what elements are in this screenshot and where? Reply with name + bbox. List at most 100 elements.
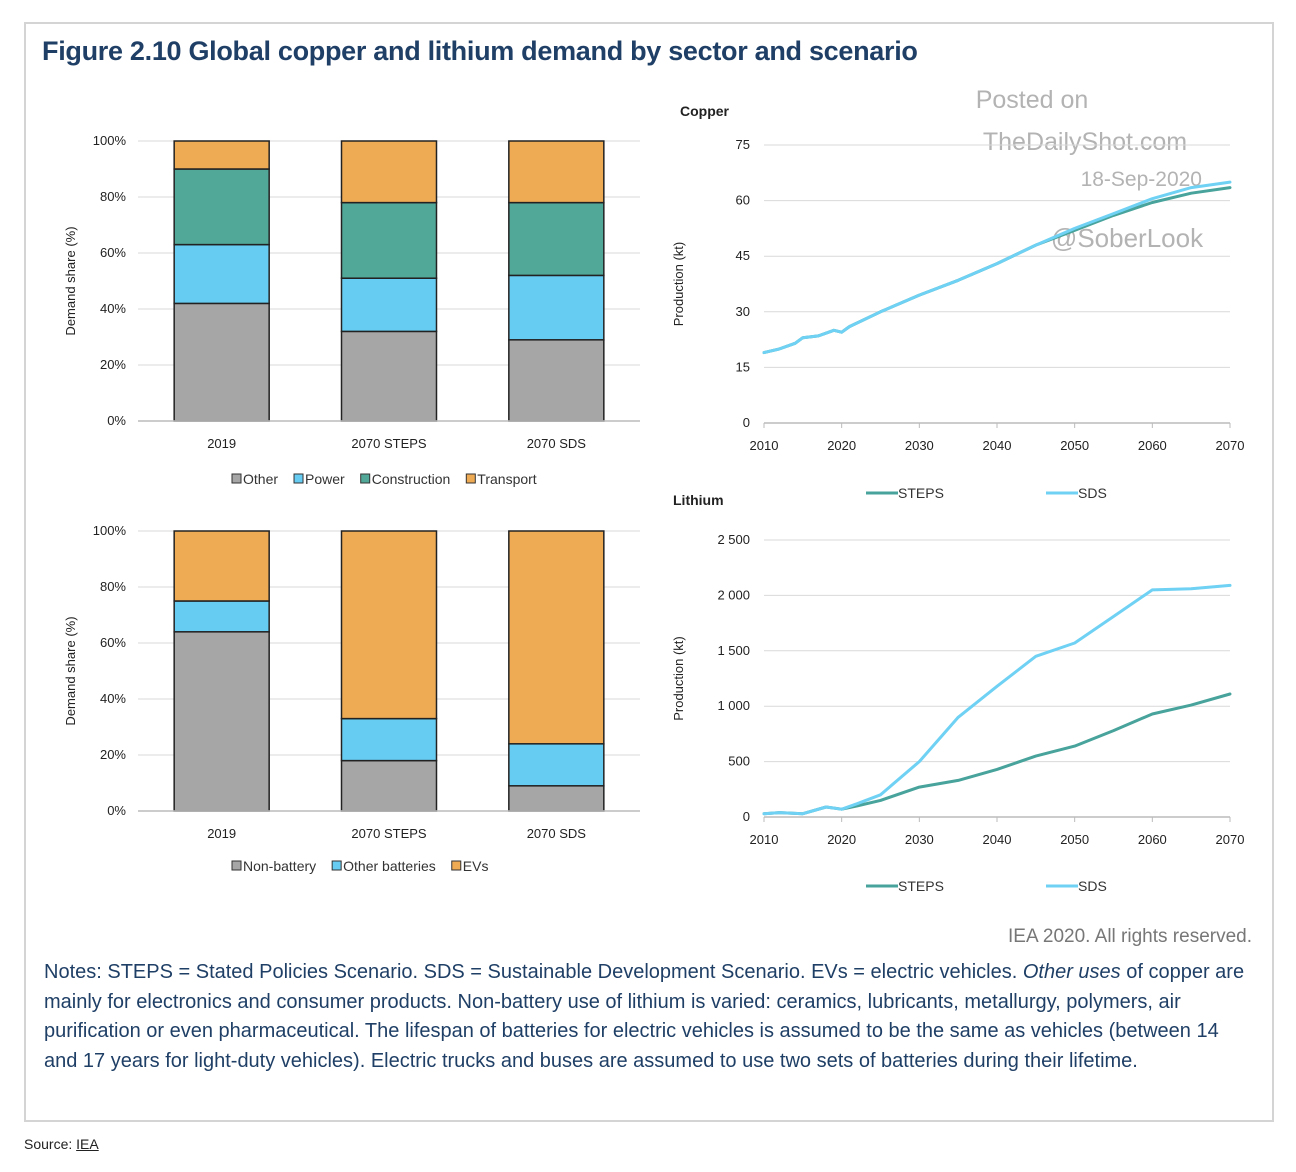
- copper-production-xtick-label: 2040: [983, 438, 1012, 453]
- lithium-production-xtick-label: 2010: [750, 832, 779, 847]
- lithium-production-xtick-label: 2060: [1138, 832, 1167, 847]
- copper-share-bar-other-2070-sds: [508, 339, 605, 422]
- copper-share-bar-construction-2070-steps: [340, 201, 438, 279]
- lithium-share-ytick-label: 100%: [93, 523, 127, 538]
- copper-production-xtick-label: 2070: [1216, 438, 1245, 453]
- copper-production-line-steps: [762, 186, 1232, 355]
- copper-share-ytick-label: 80%: [100, 189, 126, 204]
- legend-label-sds: SDS: [1078, 485, 1107, 501]
- legend-swatch-non-battery: [231, 860, 242, 871]
- copper-share-ytick-label: 40%: [100, 301, 126, 316]
- lithium-share-bar-other-batteries-2019: [173, 600, 270, 633]
- copper-share-bar-power-2070-steps: [340, 277, 438, 333]
- copper-share-legend: Other Power Construction Transport: [231, 471, 537, 487]
- lithium-production-ytick-label: 2 000: [717, 587, 750, 602]
- copper-production-ytick-label: 0: [743, 415, 750, 430]
- lithium-share-ytick-label: 0%: [107, 803, 126, 818]
- copper-share-xtick-label: 2070 SDS: [527, 436, 587, 451]
- lithium-share-y-axis-label: Demand share (%): [63, 616, 78, 725]
- copper-share-ytick-label: 0%: [107, 413, 126, 428]
- legend-label-power: Power: [305, 471, 345, 487]
- lithium-production-ytick-label: 0: [743, 809, 750, 824]
- legend-swatch-transport: [465, 473, 476, 484]
- copper-share-bar-transport-2070-sds: [508, 140, 605, 204]
- copper-share-chart: 0% 20% 40% 60% 80% 100% Demand share (%) 2019 20…: [63, 133, 640, 487]
- lithium-production-y-axis-label: Production (kt): [671, 636, 686, 721]
- lithium-production-xtick-label: 2020: [827, 832, 856, 847]
- lithium-production-xtick-label: 2050: [1060, 832, 1089, 847]
- lithium-production-legend: STEPS SDS: [866, 878, 1107, 894]
- lithium-share-bar-evs-2019: [173, 530, 270, 602]
- lithium-share-bar-non-battery-2070-sds: [508, 785, 605, 812]
- source-label: Source:: [24, 1136, 77, 1152]
- lithium-share-ytick-label: 40%: [100, 691, 126, 706]
- legend-swatch-power: [293, 473, 304, 484]
- copper-share-xtick-label: 2070 STEPS: [351, 436, 426, 451]
- copper-share-ytick-label: 100%: [93, 133, 127, 148]
- copper-share-ytick-label: 60%: [100, 245, 126, 260]
- lithium-production-ytick-label: 500: [728, 754, 750, 769]
- lithium-share-ytick-label: 20%: [100, 747, 126, 762]
- lithium-production-ytick-label: 1 500: [717, 643, 750, 658]
- copper-share-bar-other-2019: [173, 302, 270, 422]
- copper-production-xtick-label: 2020: [827, 438, 856, 453]
- copper-production-xtick-label: 2010: [750, 438, 779, 453]
- legend-label-steps: STEPS: [898, 878, 944, 894]
- lithium-production-chart: 0 500 1 000 1 500 2 000 2 500 Production (kt) L…: [671, 492, 1244, 894]
- copper-production-xtick-label: 2050: [1060, 438, 1089, 453]
- copper-production-ytick-label: 45: [736, 248, 750, 263]
- lithium-share-bar-evs-2070-steps: [340, 530, 438, 720]
- lithium-production-line-steps: [762, 692, 1232, 816]
- copper-production-ytick-label: 60: [736, 193, 750, 208]
- lithium-share-ytick-label: 80%: [100, 579, 126, 594]
- watermark: Posted on TheDailyShot.com 18-Sep-2020 @…: [976, 86, 1204, 253]
- lithium-production-ytick-label: 1 000: [717, 698, 750, 713]
- lithium-share-bar-evs-2070-sds: [508, 530, 605, 745]
- copper-production-chart: 0 15 30 45 60 75 Production (kt) Copper 2010 2020…: [671, 103, 1244, 501]
- copper-share-y-axis-label: Demand share (%): [63, 226, 78, 335]
- lithium-production-xtick-label: 2070: [1216, 832, 1245, 847]
- notes-italic: Other uses: [1022, 961, 1121, 983]
- copper-share-bar-construction-2070-sds: [508, 201, 605, 277]
- notes-text-2: of copper are mainly for electronics and…: [44, 961, 1245, 1072]
- lithium-production-title: Lithium: [673, 492, 724, 508]
- lithium-production-line-sds: [762, 583, 1232, 816]
- watermark-line-2: TheDailyShot.com: [983, 128, 1187, 156]
- lithium-share-bar-other-batteries-2070-steps: [340, 717, 438, 762]
- copper-share-xtick-label: 2019: [207, 436, 236, 451]
- legend-label-construction: Construction: [372, 471, 451, 487]
- copper-share-bar-transport-2019: [173, 140, 270, 170]
- lithium-production-xtick-label: 2030: [905, 832, 934, 847]
- legend-label-steps: STEPS: [898, 485, 944, 501]
- copper-share-ytick-label: 20%: [100, 357, 126, 372]
- notes-text-1: Notes: STEPS = Stated Policies Scenario.…: [44, 961, 1023, 983]
- copper-share-bar-transport-2070-steps: [340, 140, 438, 204]
- legend-label-other-batteries: Other batteries: [343, 858, 436, 874]
- copper-production-ytick-label: 15: [736, 359, 750, 374]
- legend-label-non-battery: Non-battery: [243, 858, 316, 874]
- source-link[interactable]: IEA: [76, 1136, 99, 1152]
- copper-production-line-sds: [762, 180, 1232, 355]
- legend-label-other: Other: [243, 471, 278, 487]
- copper-production-legend: STEPS SDS: [866, 485, 1107, 501]
- lithium-production-xtick-label: 2040: [983, 832, 1012, 847]
- figure-title: Figure 2.10 Global copper and lithium de…: [42, 36, 918, 66]
- lithium-share-bar-non-battery-2019: [173, 631, 270, 812]
- lithium-share-bar-non-battery-2070-steps: [340, 759, 438, 812]
- figure-notes: Notes: STEPS = Stated Policies Scenario.…: [44, 958, 1254, 1076]
- copper-share-bar-other-2070-steps: [340, 330, 438, 422]
- copper-share-bar-construction-2019: [173, 168, 270, 246]
- lithium-share-xtick-label: 2070 SDS: [527, 826, 587, 841]
- legend-swatch-construction: [360, 473, 371, 484]
- lithium-share-xtick-label: 2019: [207, 826, 236, 841]
- lithium-share-chart: 0% 20% 40% 60% 80% 100% Demand share (%) 2019 20…: [63, 523, 640, 874]
- copper-production-xtick-label: 2060: [1138, 438, 1167, 453]
- copper-production-ytick-label: 30: [736, 304, 750, 319]
- copper-share-bar-power-2070-sds: [508, 274, 605, 341]
- legend-swatch-other-batteries: [331, 860, 342, 871]
- lithium-production-ytick-label: 2 500: [717, 532, 750, 547]
- rights-notice: IEA 2020. All rights reserved.: [1008, 926, 1252, 947]
- lithium-share-xtick-label: 2070 STEPS: [351, 826, 426, 841]
- copper-production-ytick-label: 75: [736, 137, 750, 152]
